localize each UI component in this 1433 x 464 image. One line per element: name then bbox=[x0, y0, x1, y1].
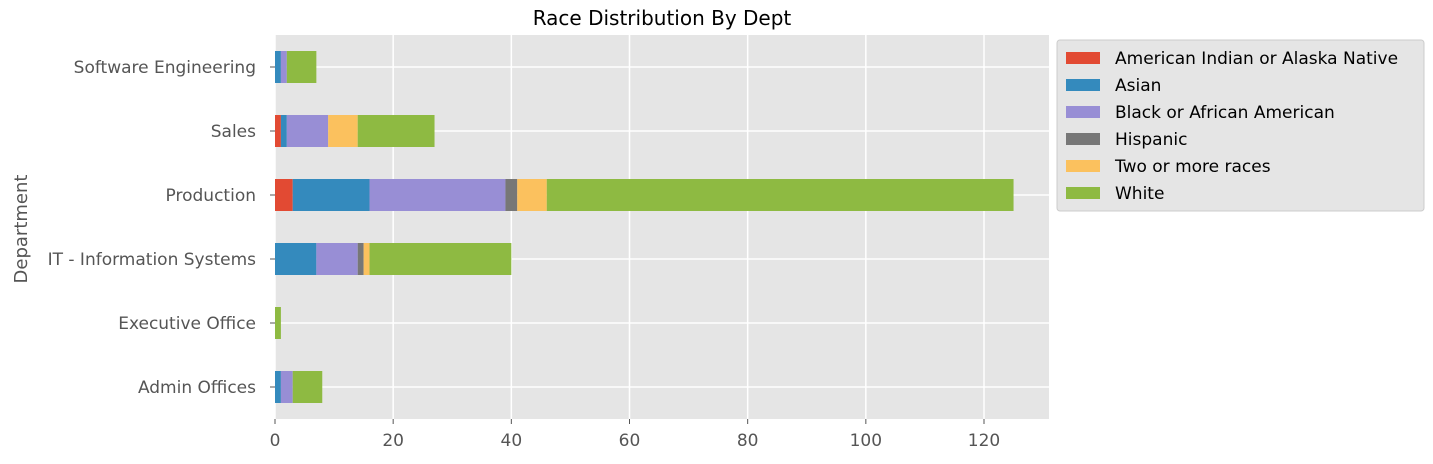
legend-label: Two or more races bbox=[1114, 157, 1271, 177]
y-ticks: Admin Offices Executive Office IT - Inform… bbox=[48, 58, 275, 398]
legend-swatch bbox=[1066, 133, 1100, 145]
legend-label: Black or African American bbox=[1115, 103, 1335, 123]
bar-segment bbox=[546, 179, 1014, 211]
y-tick-label: IT - Information Systems bbox=[48, 250, 257, 270]
bar-segment bbox=[328, 115, 358, 147]
bar-segment bbox=[280, 51, 287, 83]
legend-swatch bbox=[1066, 160, 1100, 172]
x-ticks: 0 20 40 60 80 100 120 bbox=[270, 419, 1000, 451]
chart-title: Race Distribution By Dept bbox=[533, 6, 792, 30]
legend-label: White bbox=[1115, 184, 1164, 204]
bar-segment bbox=[517, 179, 547, 211]
y-tick-label: Admin Offices bbox=[138, 378, 256, 398]
bar-segment bbox=[292, 179, 370, 211]
bar-segment bbox=[292, 371, 323, 403]
bar-segment bbox=[316, 243, 358, 275]
y-tick-label: Software Engineering bbox=[74, 58, 256, 78]
bar-segment bbox=[280, 115, 287, 147]
bar-segment bbox=[275, 307, 281, 339]
y-tick-label: Sales bbox=[211, 122, 256, 142]
bars bbox=[275, 51, 1014, 403]
x-tick-label: 20 bbox=[382, 431, 404, 451]
y-tick-label: Production bbox=[166, 186, 256, 206]
bar-segment bbox=[505, 179, 518, 211]
legend-box bbox=[1056, 39, 1425, 212]
bar-segment bbox=[275, 115, 281, 147]
bar-segment bbox=[357, 243, 364, 275]
x-tick-label: 120 bbox=[968, 431, 1000, 451]
legend-label: Hispanic bbox=[1115, 130, 1187, 150]
legend-label: American Indian or Alaska Native bbox=[1115, 49, 1398, 69]
legend-label: Asian bbox=[1115, 76, 1161, 96]
legend-swatch bbox=[1066, 52, 1100, 64]
bar-segment bbox=[363, 243, 370, 275]
plot-background bbox=[275, 35, 1049, 419]
bar-segment bbox=[369, 243, 512, 275]
x-tick-label: 40 bbox=[501, 431, 523, 451]
bar-segment bbox=[275, 179, 293, 211]
legend-swatch bbox=[1066, 187, 1100, 199]
bar-segment bbox=[369, 179, 506, 211]
x-tick-label: 100 bbox=[850, 431, 882, 451]
x-tick-label: 0 bbox=[270, 431, 281, 451]
bar-segment bbox=[275, 243, 317, 275]
x-tick-label: 60 bbox=[619, 431, 641, 451]
y-tick-label: Executive Office bbox=[118, 314, 256, 334]
bar-segment bbox=[357, 115, 435, 147]
bar-segment bbox=[286, 115, 329, 147]
x-tick-label: 80 bbox=[737, 431, 759, 451]
bar-segment bbox=[280, 371, 293, 403]
legend: American Indian or Alaska Native Asian Bla… bbox=[1056, 39, 1425, 212]
y-axis-label: Department bbox=[11, 175, 32, 284]
legend-swatch bbox=[1066, 106, 1100, 118]
legend-swatch bbox=[1066, 79, 1100, 91]
bar-segment bbox=[275, 371, 281, 403]
bar-segment bbox=[286, 51, 317, 83]
bar-segment bbox=[275, 51, 281, 83]
